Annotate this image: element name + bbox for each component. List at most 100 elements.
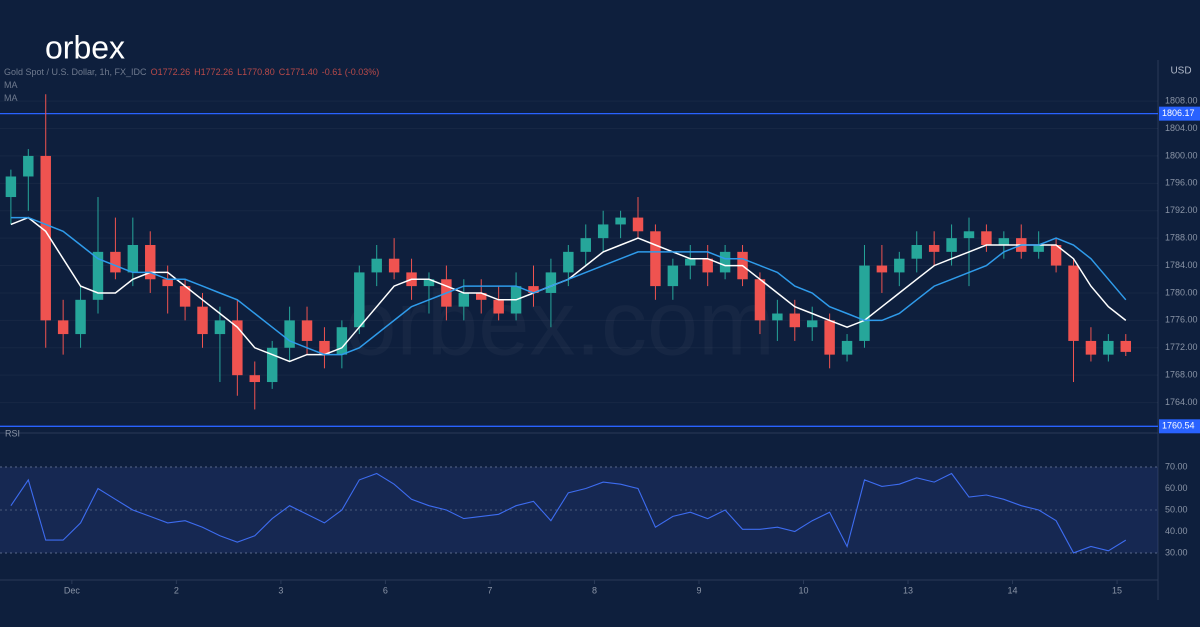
y-tick-label: 1804.00: [1165, 123, 1198, 133]
candle-body: [1103, 340, 1114, 355]
candle-body: [5, 176, 17, 198]
rsi-line: [10, 472, 1127, 554]
y-tick-label: 1792.00: [1165, 205, 1198, 215]
level-tag: [1159, 419, 1200, 434]
legend-row: Gold Spot / U.S. Dollar, 1h, FX_IDC O1772…: [4, 66, 379, 79]
x-tick-label: 9: [696, 585, 701, 595]
legend: Gold Spot / U.S. Dollar, 1h, FX_IDC O1772…: [4, 66, 379, 105]
ohlc: O1772.26: [150, 67, 191, 77]
candle-body: [841, 340, 853, 355]
change: -0.61 (-0.03%): [321, 67, 380, 77]
ohlc: L1770.80: [237, 67, 275, 77]
y-tick-label: 1764.00: [1165, 397, 1198, 407]
x-tick-label: Dec: [64, 585, 81, 595]
y-tick-label: 1788.00: [1165, 233, 1198, 243]
symbol: Gold Spot / U.S. Dollar, 1h, FX_IDC: [4, 67, 147, 77]
candle-body: [1033, 245, 1044, 252]
candle-body: [981, 231, 992, 245]
ohlc: H1772.26: [194, 67, 234, 77]
candle-body: [528, 286, 539, 293]
x-tick-label: 14: [1008, 585, 1018, 595]
candle-body: [249, 375, 260, 383]
candle-body: [232, 320, 243, 376]
level-label: 1806.17: [1162, 108, 1195, 118]
candle-body: [75, 299, 86, 335]
candle-body: [563, 251, 574, 273]
candle-body: [545, 272, 557, 293]
candle-body: [214, 320, 226, 335]
candle-body: [597, 224, 609, 239]
candle-body: [650, 231, 661, 287]
candle-body: [110, 251, 121, 273]
candle-body: [145, 245, 156, 280]
candle-body: [963, 231, 975, 239]
x-tick-label: 2: [174, 585, 179, 595]
x-tick-label: 10: [798, 585, 808, 595]
candle-body: [423, 279, 435, 287]
ma-line: [10, 216, 1127, 356]
y-axis-label: USD: [1170, 66, 1191, 77]
candle-body: [789, 313, 801, 328]
candle-body: [824, 320, 835, 355]
candle-body: [580, 238, 591, 252]
y-tick-label: 1796.00: [1165, 178, 1198, 188]
candle-body: [493, 299, 504, 314]
x-tick-label: 8: [592, 585, 597, 595]
legend-entry: MA: [4, 93, 18, 103]
candle-body: [57, 320, 69, 335]
candle-body: [179, 286, 191, 307]
y-tick-label: 60.00: [1165, 483, 1188, 493]
y-tick-label: 1772.00: [1165, 342, 1198, 352]
candle-body: [719, 251, 731, 273]
candle-body: [685, 258, 696, 266]
x-tick-label: 3: [278, 585, 283, 595]
y-tick-label: 50.00: [1165, 504, 1188, 514]
candle-body: [998, 238, 1010, 245]
candle-body: [1068, 265, 1079, 341]
candle-body: [615, 217, 626, 225]
candle-body: [476, 292, 487, 300]
x-tick-label: 7: [487, 585, 492, 595]
candle-body: [946, 238, 957, 252]
candle-body: [859, 265, 870, 341]
candle-body: [1120, 340, 1131, 352]
ohlc: C1771.40: [278, 67, 318, 77]
level-tag: [1159, 106, 1200, 121]
candle-body: [928, 245, 940, 252]
y-tick-label: 1776.00: [1165, 315, 1198, 325]
y-tick-label: 1800.00: [1165, 150, 1198, 160]
candle-body: [894, 258, 905, 273]
candle-body: [458, 292, 470, 307]
x-tick-label: 13: [903, 585, 913, 595]
candle-body: [319, 340, 330, 355]
candle-body: [301, 320, 313, 341]
candle-body: [876, 265, 888, 273]
x-tick-label: 6: [383, 585, 388, 595]
rsi-band: [0, 467, 1158, 553]
candle-body: [911, 245, 922, 259]
logo: orbex: [45, 29, 125, 65]
x-tick-label: 15: [1112, 585, 1122, 595]
candle-body: [1085, 340, 1097, 355]
candle-body: [162, 279, 173, 287]
candle-body: [388, 258, 400, 273]
candle-body: [702, 258, 713, 273]
y-tick-label: 40.00: [1165, 526, 1188, 536]
y-tick-label: 1784.00: [1165, 260, 1198, 270]
candle-body: [354, 272, 365, 328]
panel-title: RSI: [5, 428, 20, 438]
y-tick-label: 1780.00: [1165, 287, 1198, 297]
y-tick-label: 30.00: [1165, 547, 1188, 557]
candle-body: [667, 265, 679, 287]
y-tick-label: 1768.00: [1165, 370, 1198, 380]
candle-body: [772, 313, 783, 321]
candle-body: [92, 251, 104, 300]
candle-body: [284, 320, 295, 348]
level-label: 1760.54: [1162, 421, 1195, 431]
legend-entry: MA: [4, 80, 18, 90]
watermark: orbex.com: [345, 272, 775, 374]
candle-body: [40, 155, 51, 321]
candle-body: [632, 217, 644, 232]
